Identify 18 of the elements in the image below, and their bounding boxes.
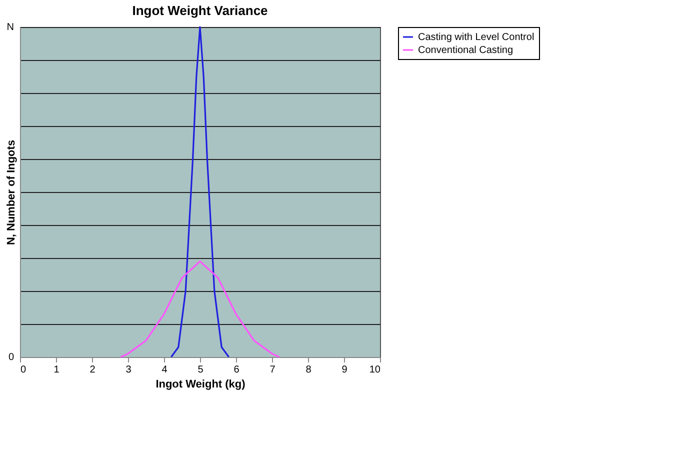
x-tick-label: 9 bbox=[342, 364, 348, 376]
x-tick-label: 7 bbox=[270, 364, 276, 376]
y-axis-title: N, Number of Ingots bbox=[6, 140, 18, 246]
x-tick-label: 6 bbox=[234, 364, 240, 376]
chart-title: Ingot Weight Variance bbox=[132, 3, 268, 18]
x-tick-label: 2 bbox=[90, 364, 96, 376]
legend-label: Casting with Level Control bbox=[418, 32, 534, 43]
x-tick-label: 3 bbox=[126, 364, 132, 376]
x-tick-label: 0 bbox=[20, 364, 26, 376]
text: 0 bbox=[8, 352, 14, 363]
legend-label: Conventional Casting bbox=[418, 45, 514, 56]
text: N bbox=[6, 22, 14, 33]
x-tick-label: 8 bbox=[306, 364, 312, 376]
x-tick-label: 4 bbox=[162, 364, 168, 376]
x-axis-title: Ingot Weight (kg) bbox=[156, 378, 246, 390]
x-tick-label: 10 bbox=[369, 364, 381, 376]
x-tick-label: 1 bbox=[54, 364, 60, 376]
x-tick-label: 5 bbox=[198, 364, 204, 376]
